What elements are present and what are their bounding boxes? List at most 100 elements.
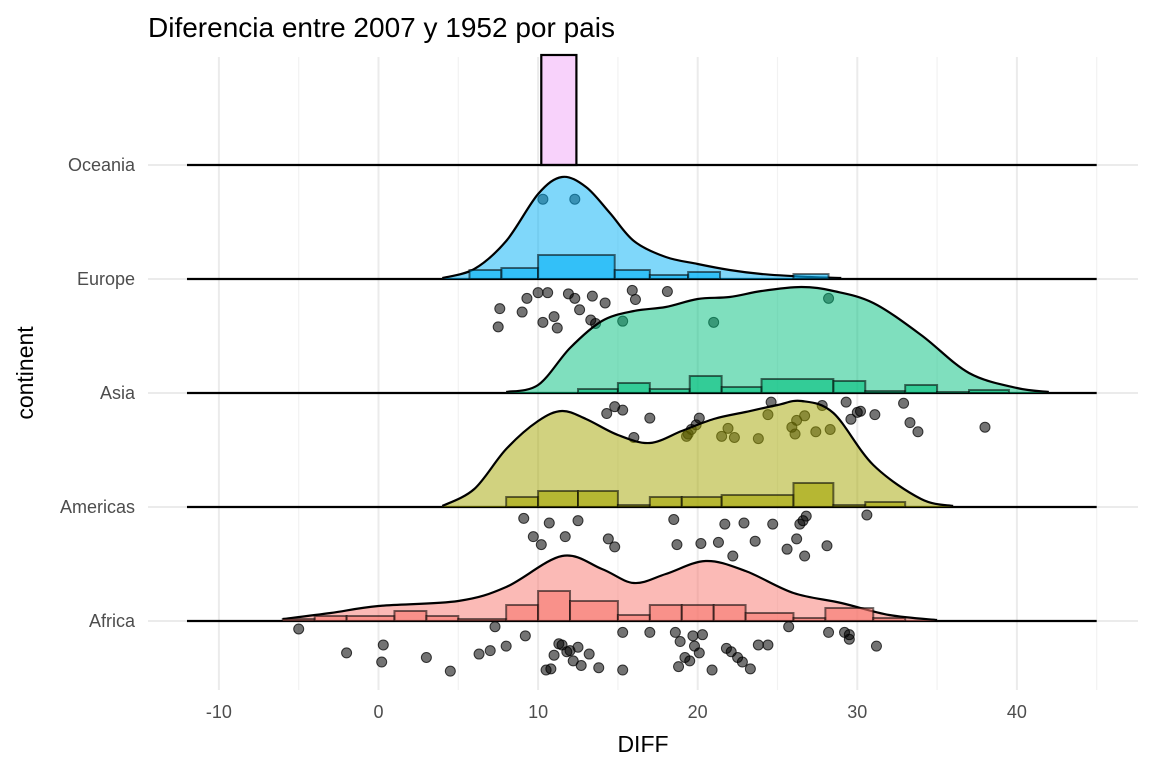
data-point <box>377 639 389 651</box>
data-point <box>687 630 699 642</box>
histogram-bar <box>345 615 396 622</box>
histogram-bar <box>968 389 1010 394</box>
data-point <box>626 284 638 296</box>
data-point <box>420 651 432 663</box>
data-point <box>744 663 756 675</box>
data-point <box>904 417 916 429</box>
density-outline <box>505 285 1049 394</box>
histogram-bar <box>872 617 907 622</box>
data-point <box>661 286 673 298</box>
histogram-bar <box>720 386 763 394</box>
data-point <box>673 661 685 673</box>
data-point <box>843 633 855 645</box>
histogram-bar <box>500 267 540 280</box>
data-point <box>898 397 910 409</box>
data-point <box>821 540 833 552</box>
data-point <box>559 531 571 543</box>
histogram-bar <box>537 254 616 280</box>
y-tick-label: Africa <box>89 611 136 631</box>
histogram-bar <box>744 612 795 622</box>
data-point <box>854 405 866 417</box>
histogram-bar <box>792 273 830 280</box>
ridge-africa <box>186 554 1097 677</box>
data-point <box>719 518 731 530</box>
data-point <box>870 640 882 652</box>
histogram-bar <box>792 482 835 508</box>
ridge-americas <box>186 399 1097 562</box>
x-tick-label: 40 <box>1007 702 1027 722</box>
data-point <box>727 550 739 562</box>
histogram-bar <box>760 378 835 394</box>
data-point <box>617 664 629 676</box>
y-axis-title: continent <box>12 326 38 420</box>
histogram-bar <box>687 271 722 280</box>
data-point <box>599 297 611 309</box>
x-tick-label: 30 <box>847 702 867 722</box>
y-tick-label: Oceania <box>68 155 136 175</box>
histogram-bar <box>648 604 683 622</box>
histogram-bar <box>712 604 747 622</box>
histogram-bar <box>616 504 651 508</box>
data-point <box>601 408 613 420</box>
ridge-europe <box>186 175 1097 334</box>
data-point <box>500 640 512 652</box>
data-point <box>532 287 544 299</box>
data-point <box>749 535 761 547</box>
data-point <box>593 662 605 674</box>
histogram-bar <box>393 610 428 622</box>
data-point <box>669 626 681 638</box>
data-point <box>791 533 803 545</box>
data-point <box>535 539 547 551</box>
data-point <box>644 412 656 424</box>
data-point <box>293 623 305 635</box>
histogram-bar <box>688 375 723 394</box>
histogram-bar <box>648 496 683 508</box>
data-point <box>516 306 528 318</box>
density-area <box>442 176 842 279</box>
histogram-bar <box>505 496 540 508</box>
data-point <box>548 649 560 661</box>
x-axis-ticks: -10 0 10 20 30 40 <box>206 702 1027 722</box>
y-tick-label: Europe <box>77 269 135 289</box>
data-point <box>629 294 641 306</box>
data-point <box>644 626 656 638</box>
y-tick-label: Americas <box>60 497 135 517</box>
data-point <box>569 292 581 304</box>
data-point <box>706 664 718 676</box>
data-point <box>845 413 857 425</box>
data-point <box>586 290 598 302</box>
data-point <box>693 647 705 659</box>
data-point <box>693 412 705 424</box>
data-point <box>548 311 560 323</box>
data-point <box>869 409 881 421</box>
x-tick-label: 20 <box>688 702 708 722</box>
histogram-bar <box>425 615 460 622</box>
data-point <box>684 655 696 667</box>
data-point <box>572 515 584 527</box>
data-point <box>823 626 835 638</box>
histogram-bar <box>680 496 723 508</box>
y-axis-ticks: Africa Americas Asia Europe Oceania <box>60 155 136 631</box>
histogram-bar <box>577 388 619 394</box>
data-point <box>800 510 812 522</box>
histogram-bar <box>540 53 578 167</box>
histogram-bar <box>648 274 690 280</box>
histogram-bar <box>457 618 508 622</box>
histogram-bar <box>720 494 795 508</box>
chart-title: Diferencia entre 2007 y 1952 por pais <box>148 12 615 43</box>
data-point <box>979 421 991 433</box>
data-point <box>783 621 795 633</box>
histogram-bar <box>613 269 651 280</box>
data-point <box>912 426 924 438</box>
data-point <box>376 656 388 668</box>
x-tick-label: 10 <box>528 702 548 722</box>
data-point <box>752 639 764 651</box>
data-point <box>767 518 779 530</box>
data-point <box>617 626 629 638</box>
histogram-bar <box>616 382 651 394</box>
data-point <box>575 659 587 671</box>
data-point <box>543 517 555 529</box>
histogram-bar <box>824 607 875 622</box>
histogram-bar <box>505 604 540 622</box>
